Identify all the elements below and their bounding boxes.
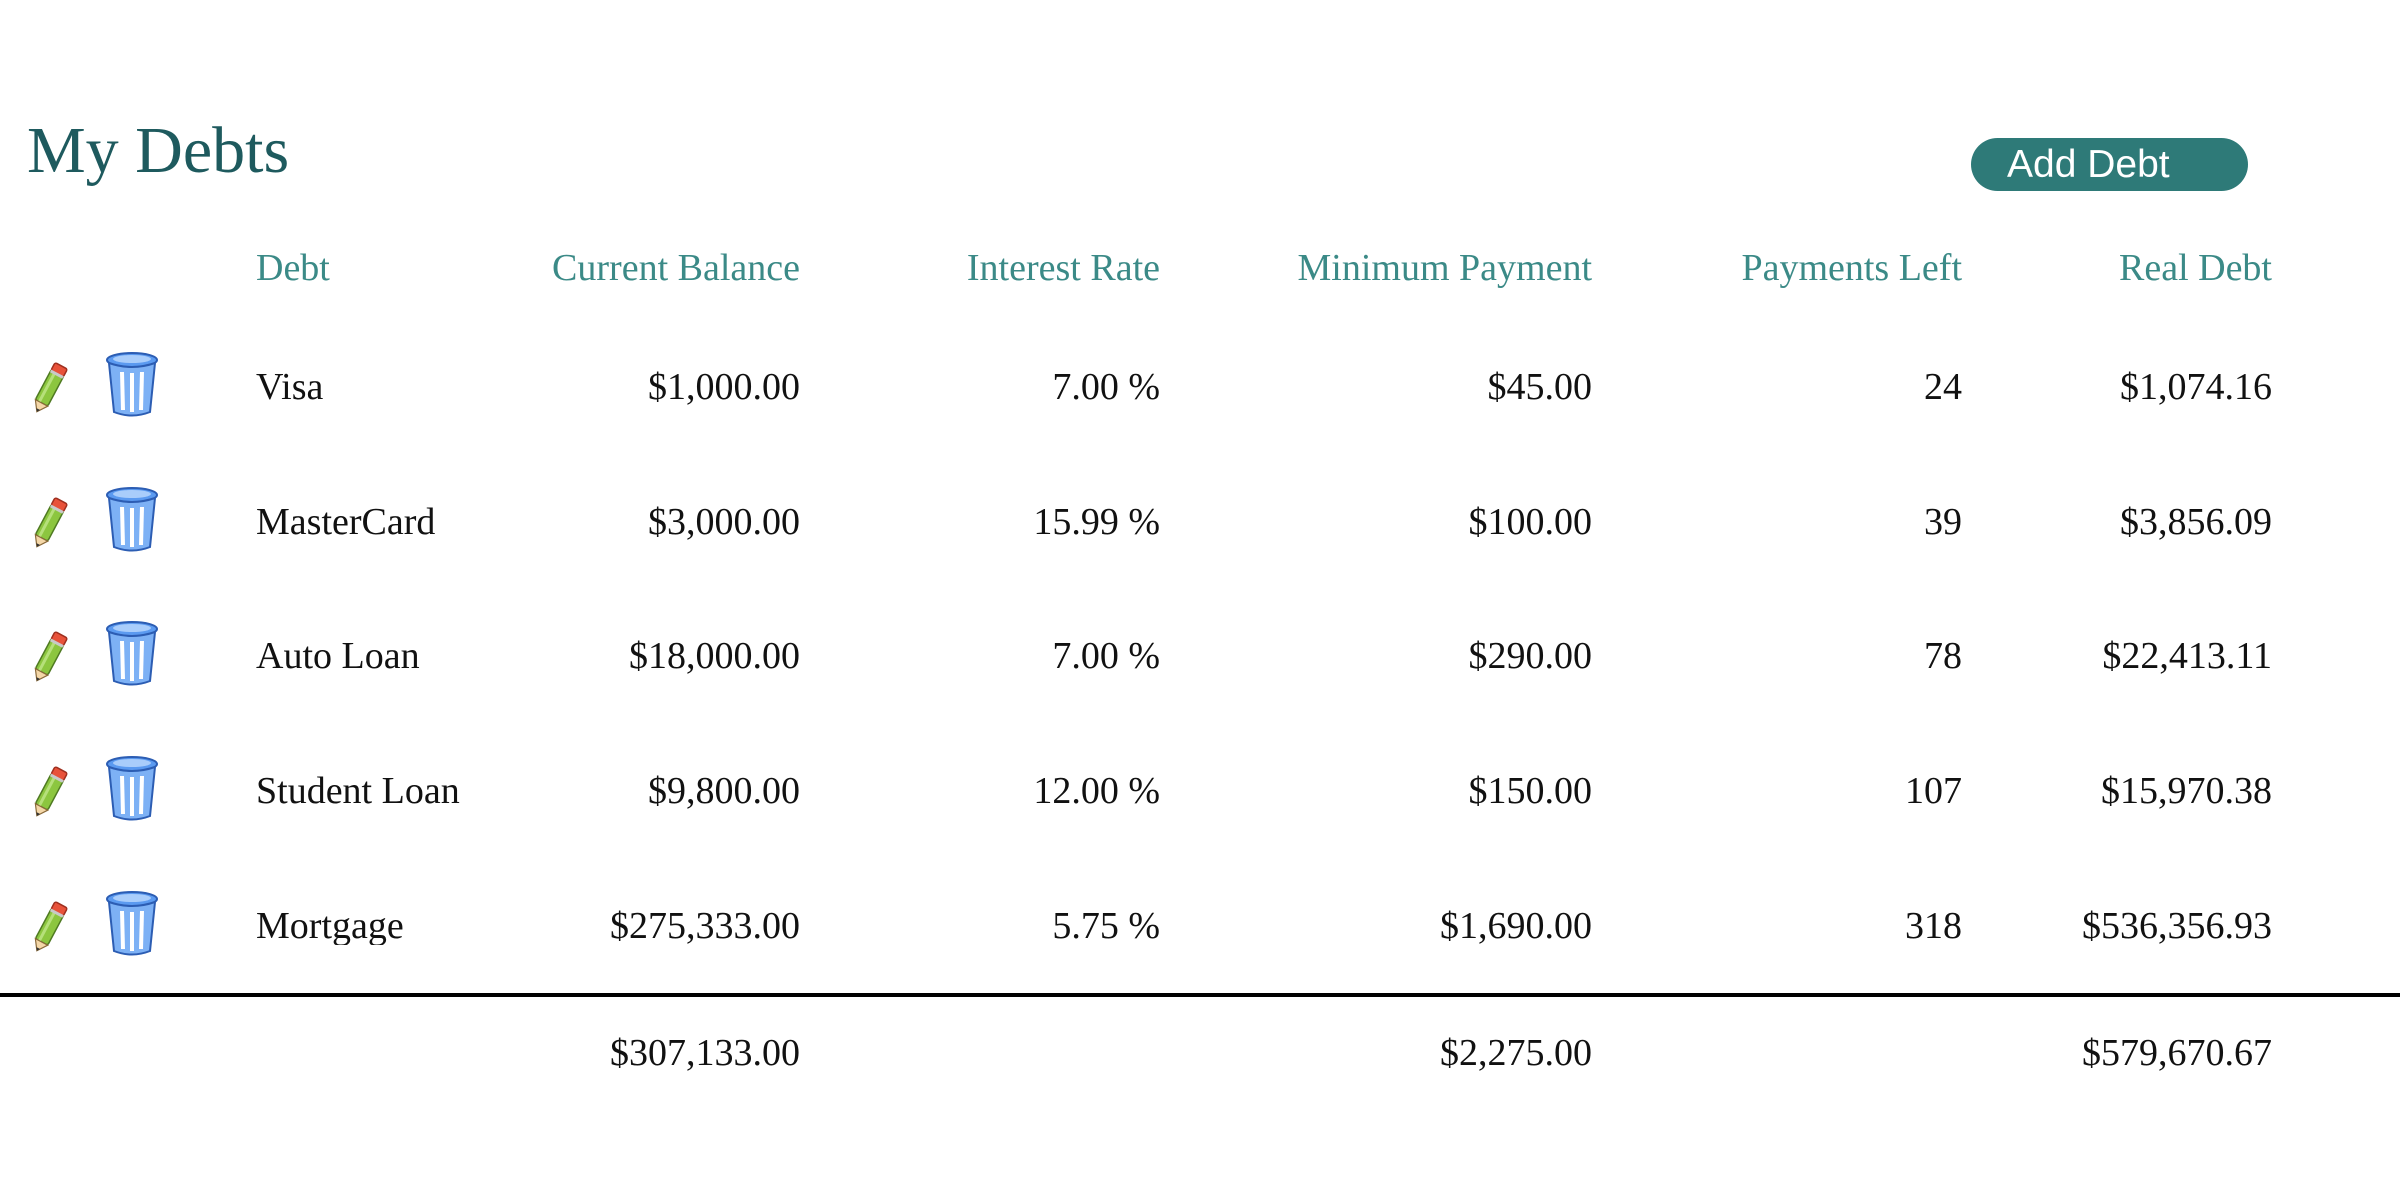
trash-icon[interactable] xyxy=(102,889,162,959)
interest-rate: 12.00 % xyxy=(1033,770,1160,812)
pencil-icon[interactable] xyxy=(30,896,70,956)
payments-left: 78 xyxy=(1924,635,1962,677)
interest-rate: 7.00 % xyxy=(1052,635,1160,677)
real-debt: $536,356.93 xyxy=(2082,905,2272,947)
total-minimum-payment: $2,275.00 xyxy=(1440,1032,1592,1074)
current-balance: $9,800.00 xyxy=(648,770,800,812)
minimum-payment: $150.00 xyxy=(1468,770,1593,812)
debt-name: Auto Loan xyxy=(256,637,420,675)
minimum-payment: $100.00 xyxy=(1468,501,1593,543)
payments-left: 39 xyxy=(1924,501,1962,543)
real-debt: $15,970.38 xyxy=(2101,770,2272,812)
payments-left: 318 xyxy=(1905,905,1962,947)
minimum-payment: $1,690.00 xyxy=(1440,905,1592,947)
trash-icon[interactable] xyxy=(102,485,162,555)
header-debt[interactable]: Debt xyxy=(256,247,330,289)
interest-rate: 7.00 % xyxy=(1052,366,1160,408)
header-real-debt[interactable]: Real Debt xyxy=(2118,247,2272,289)
debt-name: Visa xyxy=(256,368,324,406)
pencil-icon[interactable] xyxy=(30,492,70,552)
current-balance: $1,000.00 xyxy=(648,366,800,408)
current-balance: $275,333.00 xyxy=(610,905,800,947)
pencil-icon[interactable] xyxy=(30,761,70,821)
totals-divider xyxy=(0,993,2400,997)
real-debt: $1,074.16 xyxy=(2120,366,2272,408)
interest-rate: 15.99 % xyxy=(1033,501,1160,543)
header-minimum-payment[interactable]: Minimum Payment xyxy=(1297,247,1593,289)
pencil-icon[interactable] xyxy=(30,626,70,686)
payments-left: 107 xyxy=(1905,770,1962,812)
minimum-payment: $290.00 xyxy=(1468,635,1593,677)
current-balance: $3,000.00 xyxy=(648,501,800,543)
debt-name: Student Loan xyxy=(256,772,460,810)
total-current-balance: $307,133.00 xyxy=(610,1032,800,1074)
pencil-icon[interactable] xyxy=(30,357,70,417)
page-title: My Debts xyxy=(27,114,290,187)
real-debt: $3,856.09 xyxy=(2120,501,2272,543)
trash-icon[interactable] xyxy=(102,350,162,420)
debt-name: Mortgage xyxy=(256,907,404,945)
trash-icon[interactable] xyxy=(102,619,162,689)
trash-icon[interactable] xyxy=(102,754,162,824)
total-real-debt: $579,670.67 xyxy=(2082,1032,2272,1074)
minimum-payment: $45.00 xyxy=(1487,366,1593,408)
add-debt-button[interactable]: Add Debt xyxy=(1971,138,2248,191)
header-current-balance[interactable]: Current Balance xyxy=(552,247,800,289)
debt-name: MasterCard xyxy=(256,503,436,541)
real-debt: $22,413.11 xyxy=(2102,635,2272,677)
header-interest-rate[interactable]: Interest Rate xyxy=(966,247,1160,289)
current-balance: $18,000.00 xyxy=(629,635,800,677)
header-payments-left[interactable]: Payments Left xyxy=(1741,247,1962,289)
interest-rate: 5.75 % xyxy=(1052,905,1160,947)
payments-left: 24 xyxy=(1924,366,1962,408)
